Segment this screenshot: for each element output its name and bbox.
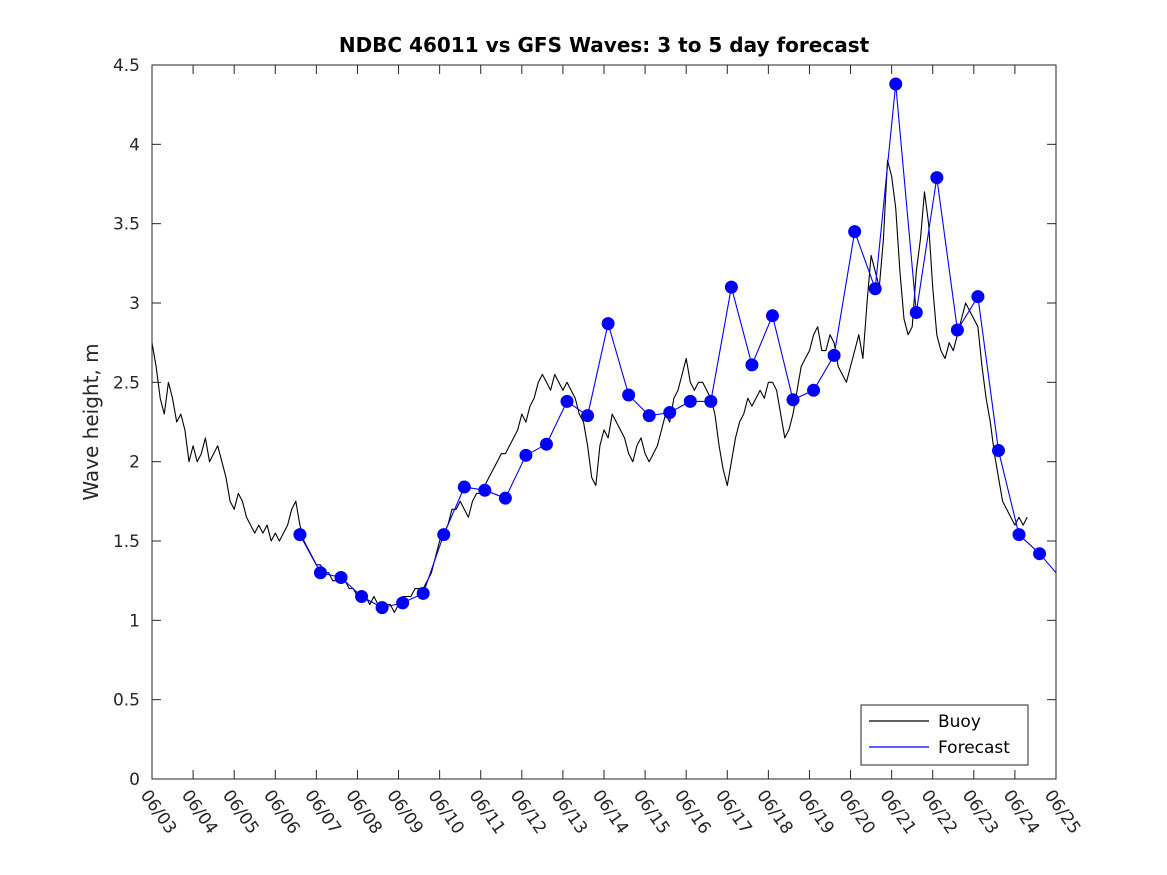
forecast-point bbox=[745, 358, 759, 372]
y-tick-label: 2.5 bbox=[113, 373, 140, 393]
forecast-point bbox=[478, 483, 492, 497]
series-line-forecast bbox=[299, 83, 1057, 609]
forecast-point bbox=[971, 290, 985, 304]
forecast-point bbox=[868, 282, 882, 296]
forecast-point bbox=[375, 601, 389, 615]
forecast-point bbox=[457, 480, 471, 494]
forecast-point bbox=[724, 280, 738, 294]
plot-area bbox=[152, 65, 1056, 779]
y-tick-label: 3 bbox=[129, 294, 140, 314]
series-layer bbox=[151, 83, 1057, 613]
forecast-point bbox=[581, 409, 595, 423]
y-tick-label: 4 bbox=[129, 135, 140, 155]
y-tick-label: 0.5 bbox=[113, 691, 140, 711]
y-tick-label: 1 bbox=[129, 611, 140, 631]
forecast-point bbox=[930, 171, 944, 185]
forecast-point bbox=[313, 566, 327, 580]
forecast-point bbox=[396, 596, 410, 610]
forecast-point bbox=[416, 586, 430, 600]
y-axis-ticks: 0 0.5 1 1.5 2 2.5 3 3.5 4 4.5 bbox=[113, 56, 1056, 790]
forecast-point bbox=[848, 225, 862, 239]
forecast-point bbox=[437, 528, 451, 542]
forecast-markers bbox=[293, 77, 1047, 615]
forecast-point bbox=[560, 394, 574, 408]
forecast-point bbox=[355, 590, 369, 604]
chart-title: NDBC 46011 vs GFS Waves: 3 to 5 day fore… bbox=[339, 33, 870, 57]
y-tick-label: 0 bbox=[129, 770, 140, 790]
forecast-point bbox=[601, 317, 615, 331]
forecast-point bbox=[622, 388, 636, 402]
forecast-point bbox=[786, 393, 800, 407]
forecast-point bbox=[519, 448, 533, 462]
forecast-point bbox=[498, 491, 512, 505]
legend: Buoy Forecast bbox=[860, 704, 1029, 766]
legend-box bbox=[860, 704, 1029, 766]
forecast-point bbox=[334, 570, 348, 584]
forecast-point bbox=[889, 77, 903, 91]
y-tick-label: 3.5 bbox=[113, 215, 140, 235]
forecast-point bbox=[642, 409, 656, 423]
y-tick-label: 4.5 bbox=[113, 56, 140, 76]
forecast-point bbox=[663, 405, 677, 419]
forecast-point bbox=[950, 323, 964, 337]
series-line-buoy bbox=[151, 159, 1028, 613]
forecast-point bbox=[683, 394, 697, 408]
y-tick-label: 2 bbox=[129, 453, 140, 473]
plot-frame bbox=[151, 64, 1057, 780]
forecast-point bbox=[909, 306, 923, 320]
y-axis-label: Wave height, m bbox=[79, 343, 103, 500]
legend-forecast-label: Forecast bbox=[938, 738, 1010, 758]
forecast-point bbox=[293, 528, 307, 542]
y-tick-label: 1.5 bbox=[113, 532, 140, 552]
forecast-point bbox=[765, 309, 779, 323]
forecast-point bbox=[807, 383, 821, 397]
legend-buoy-label: Buoy bbox=[938, 712, 981, 732]
forecast-point bbox=[1033, 547, 1047, 561]
forecast-point bbox=[704, 394, 718, 408]
forecast-point bbox=[827, 348, 841, 362]
forecast-point bbox=[991, 444, 1005, 458]
forecast-point bbox=[1012, 528, 1026, 542]
forecast-point bbox=[539, 437, 553, 451]
